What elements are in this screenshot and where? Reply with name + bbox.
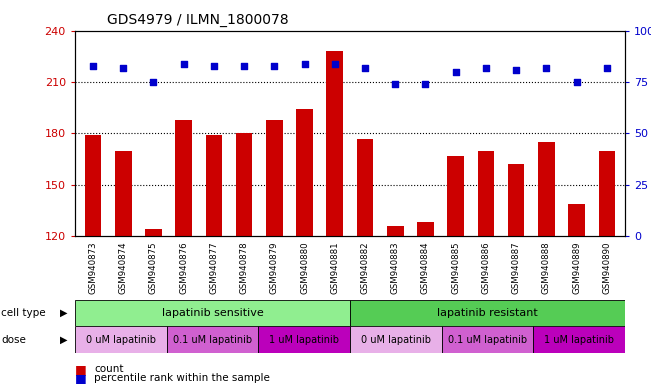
Text: GSM940889: GSM940889	[572, 241, 581, 294]
Point	[541, 65, 551, 71]
Point	[360, 65, 370, 71]
Bar	[115, 151, 132, 236]
Text: GSM940873: GSM940873	[89, 241, 98, 294]
Point	[118, 65, 128, 71]
Point	[572, 79, 582, 85]
Bar	[75, 300, 350, 326]
Text: 0.1 uM lapatinib: 0.1 uM lapatinib	[448, 335, 527, 345]
Bar	[206, 135, 222, 236]
Point	[511, 67, 521, 73]
Text: dose: dose	[1, 335, 26, 345]
Bar	[167, 326, 258, 353]
Bar	[533, 326, 625, 353]
Bar	[478, 151, 494, 236]
Text: GSM940883: GSM940883	[391, 241, 400, 294]
Point	[421, 81, 431, 87]
Bar	[538, 142, 555, 236]
Text: GSM940884: GSM940884	[421, 241, 430, 294]
Text: GSM940882: GSM940882	[361, 241, 370, 294]
Bar	[357, 139, 373, 236]
Text: cell type: cell type	[1, 308, 46, 318]
Point	[88, 63, 98, 69]
Text: ■: ■	[75, 363, 87, 376]
Text: 0 uM lapatinib: 0 uM lapatinib	[86, 335, 156, 345]
Bar	[75, 326, 167, 353]
Text: ▶: ▶	[60, 335, 68, 345]
Text: GSM940887: GSM940887	[512, 241, 521, 294]
Point	[480, 65, 491, 71]
Bar	[598, 151, 615, 236]
Text: GSM940875: GSM940875	[149, 241, 158, 294]
Text: GSM940876: GSM940876	[179, 241, 188, 294]
Point	[390, 81, 400, 87]
Bar	[508, 164, 525, 236]
Text: GSM940879: GSM940879	[270, 241, 279, 294]
Text: GSM940890: GSM940890	[602, 241, 611, 294]
Point	[299, 61, 310, 67]
Text: GSM940874: GSM940874	[118, 241, 128, 294]
Point	[178, 61, 189, 67]
Text: GSM940888: GSM940888	[542, 241, 551, 294]
Bar	[441, 326, 533, 353]
Point	[602, 65, 612, 71]
Text: GSM940885: GSM940885	[451, 241, 460, 294]
Text: 1 uM lapatinib: 1 uM lapatinib	[269, 335, 339, 345]
Bar	[266, 120, 283, 236]
Text: GSM940880: GSM940880	[300, 241, 309, 294]
Point	[148, 79, 159, 85]
Point	[239, 63, 249, 69]
Bar	[85, 135, 102, 236]
Text: lapatinib sensitive: lapatinib sensitive	[161, 308, 263, 318]
Point	[269, 63, 279, 69]
Bar	[568, 204, 585, 236]
Text: GSM940886: GSM940886	[482, 241, 490, 294]
Bar	[145, 229, 161, 236]
Text: 1 uM lapatinib: 1 uM lapatinib	[544, 335, 614, 345]
Text: count: count	[94, 364, 124, 374]
Text: lapatinib resistant: lapatinib resistant	[437, 308, 538, 318]
Bar	[236, 134, 253, 236]
Point	[450, 69, 461, 75]
Bar	[296, 109, 313, 236]
Text: GSM940881: GSM940881	[330, 241, 339, 294]
Text: percentile rank within the sample: percentile rank within the sample	[94, 373, 270, 383]
Bar	[447, 156, 464, 236]
Text: ▶: ▶	[60, 308, 68, 318]
Bar	[350, 300, 625, 326]
Text: 0 uM lapatinib: 0 uM lapatinib	[361, 335, 431, 345]
Text: GSM940878: GSM940878	[240, 241, 249, 294]
Bar	[387, 226, 404, 236]
Bar	[175, 120, 192, 236]
Text: 0.1 uM lapatinib: 0.1 uM lapatinib	[173, 335, 252, 345]
Bar	[327, 51, 343, 236]
Point	[209, 63, 219, 69]
Text: GSM940877: GSM940877	[210, 241, 218, 294]
Bar	[350, 326, 441, 353]
Point	[329, 61, 340, 67]
Bar	[417, 222, 434, 236]
Text: ■: ■	[75, 372, 87, 384]
Bar	[258, 326, 350, 353]
Text: GDS4979 / ILMN_1800078: GDS4979 / ILMN_1800078	[107, 13, 289, 27]
